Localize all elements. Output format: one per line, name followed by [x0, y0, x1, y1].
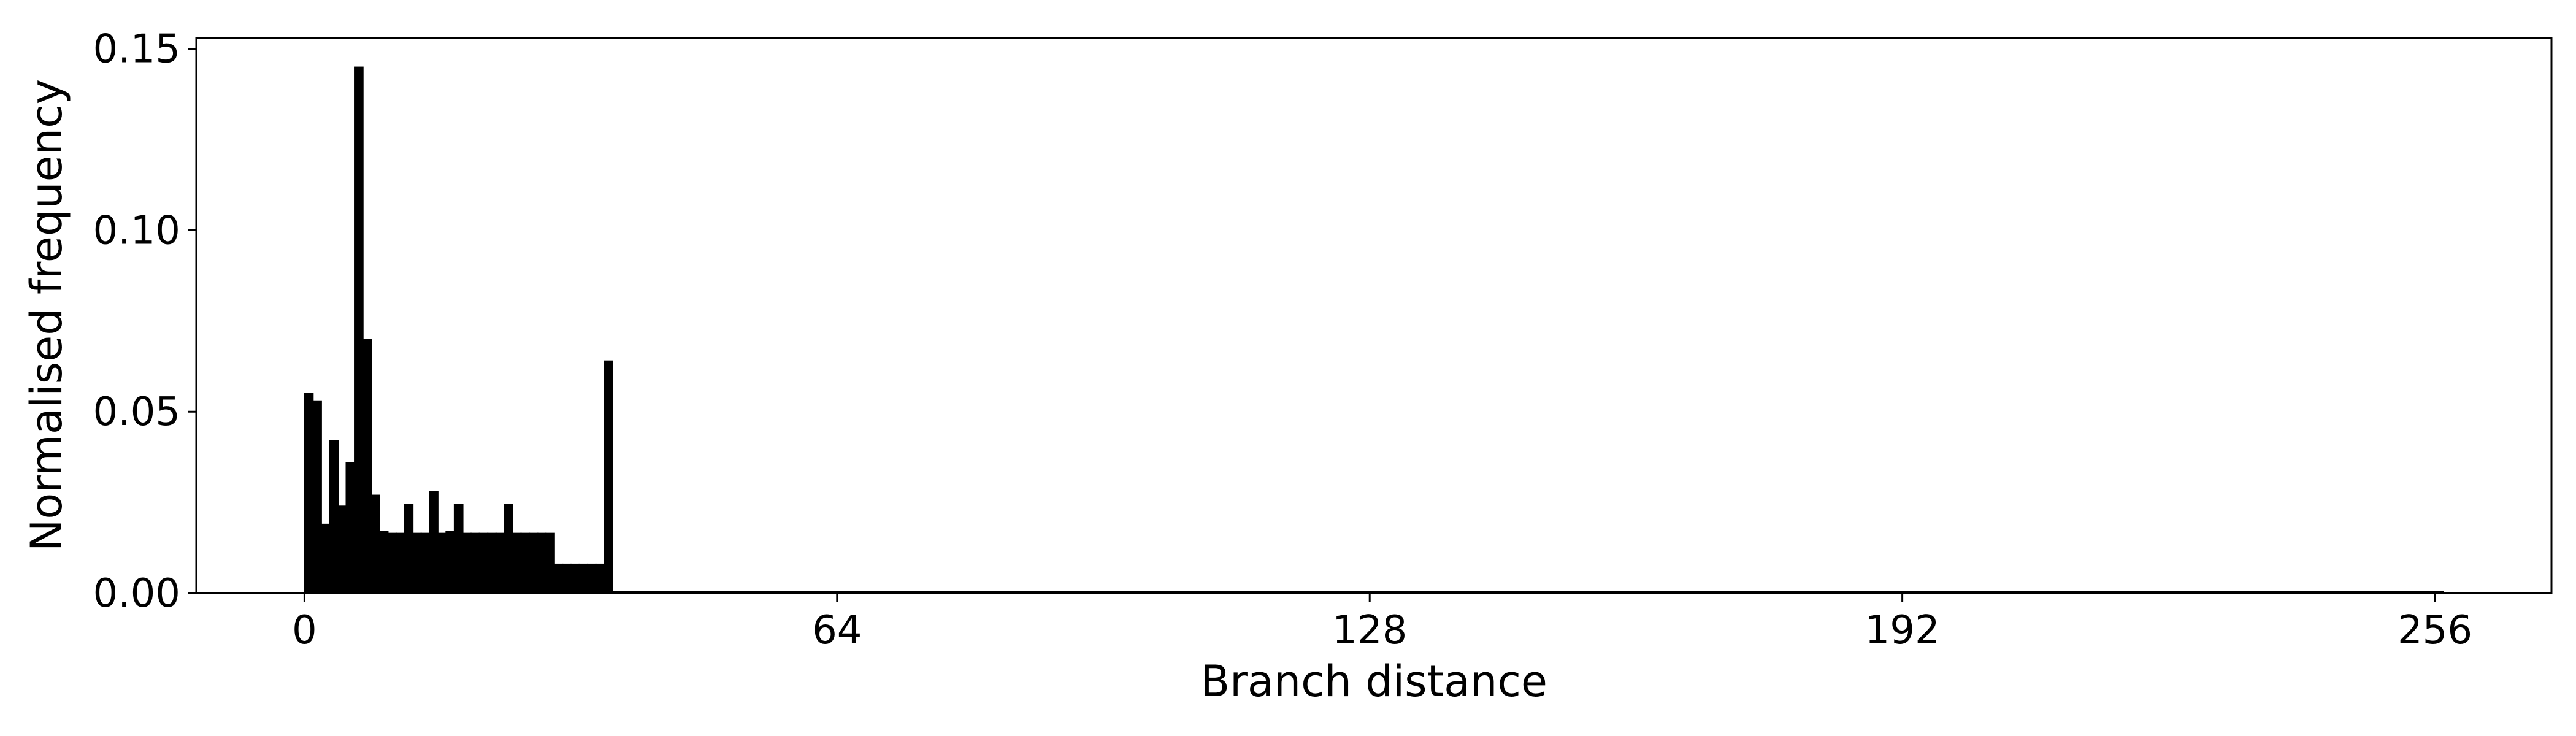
- histogram-bar: [487, 532, 497, 594]
- histogram-bar: [395, 532, 405, 594]
- x-axis-label: Branch distance: [1200, 656, 1547, 707]
- histogram-bar: [437, 532, 447, 594]
- y-tick-label: 0.15: [93, 27, 181, 72]
- histogram-bar: [470, 532, 480, 594]
- histogram-bar: [345, 462, 356, 594]
- x-axis: 0 64 128 192 256: [292, 593, 2472, 653]
- histogram-bar: [362, 339, 372, 594]
- histogram-bar: [370, 494, 380, 594]
- y-tick-label: 0.10: [93, 208, 181, 253]
- histogram-bar: [478, 532, 489, 594]
- histogram-bar: [337, 505, 347, 594]
- histogram-bar: [495, 532, 505, 594]
- x-tick-label: 64: [812, 608, 862, 653]
- histogram-bar: [562, 563, 572, 594]
- histogram-bar: [545, 532, 555, 594]
- y-tick-label: 0.05: [93, 389, 181, 435]
- histogram-bar: [512, 532, 522, 594]
- x-tick-label: 256: [2398, 608, 2472, 653]
- histogram-bar: [304, 393, 314, 594]
- histogram-bar: [462, 532, 472, 594]
- histogram-bar: [453, 504, 464, 594]
- y-tick-label: 0.00: [93, 571, 181, 616]
- histogram-bar: [604, 360, 613, 594]
- histogram-bar: [378, 531, 389, 594]
- histogram-bar: [595, 563, 605, 594]
- histogram-bars: [304, 66, 2444, 594]
- plot-frame: [195, 37, 2553, 594]
- x-tick-label: 0: [292, 608, 317, 653]
- histogram-bar: [570, 563, 580, 594]
- histogram-bar: [586, 563, 597, 594]
- x-tick-label: 192: [1865, 608, 1940, 653]
- histogram-bar: [420, 532, 431, 594]
- histogram-bar: [354, 66, 364, 594]
- histogram-bar: [578, 563, 589, 594]
- histogram-bar: [387, 532, 397, 594]
- y-axis-label: Normalised frequency: [21, 79, 72, 551]
- histogram-bar: [329, 440, 339, 594]
- histogram-bar: [404, 504, 414, 594]
- histogram-bar: [320, 523, 331, 594]
- histogram-bar: [504, 504, 513, 594]
- histogram-bar: [553, 563, 564, 594]
- histogram-bar: [445, 531, 455, 594]
- y-axis: 0.00 0.05 0.10 0.15: [93, 27, 196, 616]
- histogram-bar: [529, 532, 539, 594]
- histogram-bar: [520, 532, 531, 594]
- histogram-bar: [312, 400, 322, 594]
- histogram-bar: [429, 491, 439, 594]
- histogram-bar: [537, 532, 547, 594]
- x-tick-label: 128: [1332, 608, 1407, 653]
- histogram-bar: [412, 532, 422, 594]
